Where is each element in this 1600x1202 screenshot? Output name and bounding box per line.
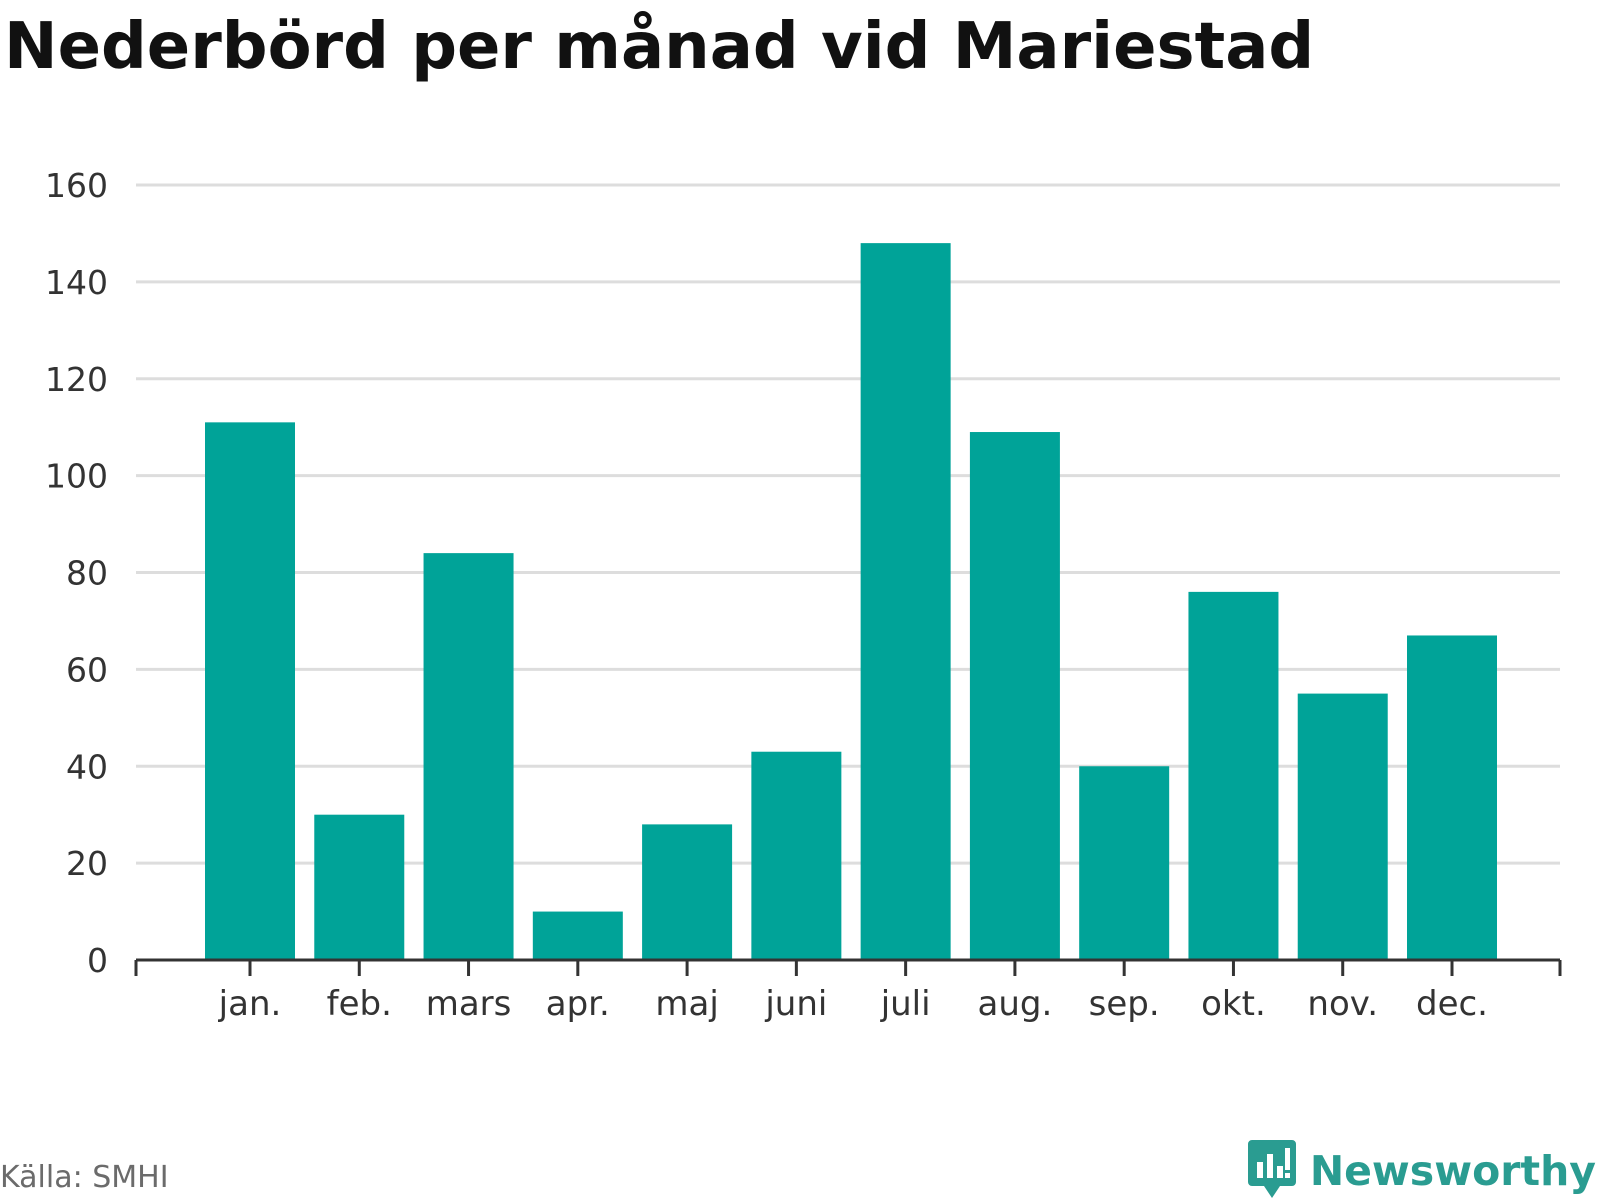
y-tick-label: 40 <box>66 747 108 786</box>
bar <box>860 243 951 960</box>
bar <box>1297 693 1388 960</box>
bar <box>1188 591 1279 960</box>
x-tick-label: apr. <box>546 984 610 1024</box>
bar <box>1407 635 1497 960</box>
x-tick-label: dec. <box>1416 984 1488 1024</box>
brand-name: Newsworthy <box>1309 1147 1596 1195</box>
bar <box>751 751 842 960</box>
x-tick-label: okt. <box>1201 984 1266 1024</box>
bar <box>205 422 295 960</box>
x-tick-label: juni <box>764 984 827 1024</box>
x-axis-ticks: jan. feb. mars apr. maj juni juli aug. sep. okt. n… <box>218 984 1488 1024</box>
x-axis <box>134 958 1562 976</box>
bar <box>314 814 405 960</box>
x-tick-label: juli <box>880 984 931 1024</box>
bars <box>205 243 1497 960</box>
y-tick-label: 140 <box>45 263 108 302</box>
x-tick-label: nov. <box>1307 984 1378 1024</box>
y-tick-label: 160 <box>45 166 108 205</box>
brand-logo[interactable]: Newsworthy <box>1247 1140 1596 1202</box>
bar <box>532 911 623 960</box>
y-tick-label: 0 <box>87 941 108 980</box>
x-tick-label: aug. <box>978 984 1053 1024</box>
y-tick-label: 80 <box>66 554 108 593</box>
bar <box>642 824 733 960</box>
y-axis-ticks: 0 20 40 60 80 100 120 140 160 <box>45 166 108 980</box>
bar <box>969 432 1060 960</box>
chart-title: Nederbörd per månad vid Mariestad <box>4 10 1315 84</box>
x-tick-label: sep. <box>1089 984 1160 1024</box>
bar <box>1079 766 1170 960</box>
y-tick-label: 120 <box>45 360 108 399</box>
x-tick-label: jan. <box>218 984 282 1024</box>
x-tick-label: mars <box>426 984 512 1024</box>
x-tick-label: feb. <box>327 984 392 1024</box>
bar <box>423 553 514 960</box>
newsworthy-logo-icon <box>1247 1140 1296 1202</box>
y-tick-label: 100 <box>45 457 108 496</box>
source-note: Källa: SMHI <box>0 1160 169 1195</box>
y-tick-label: 60 <box>66 650 108 689</box>
x-tick-label: maj <box>655 984 718 1024</box>
y-tick-label: 20 <box>66 844 108 883</box>
